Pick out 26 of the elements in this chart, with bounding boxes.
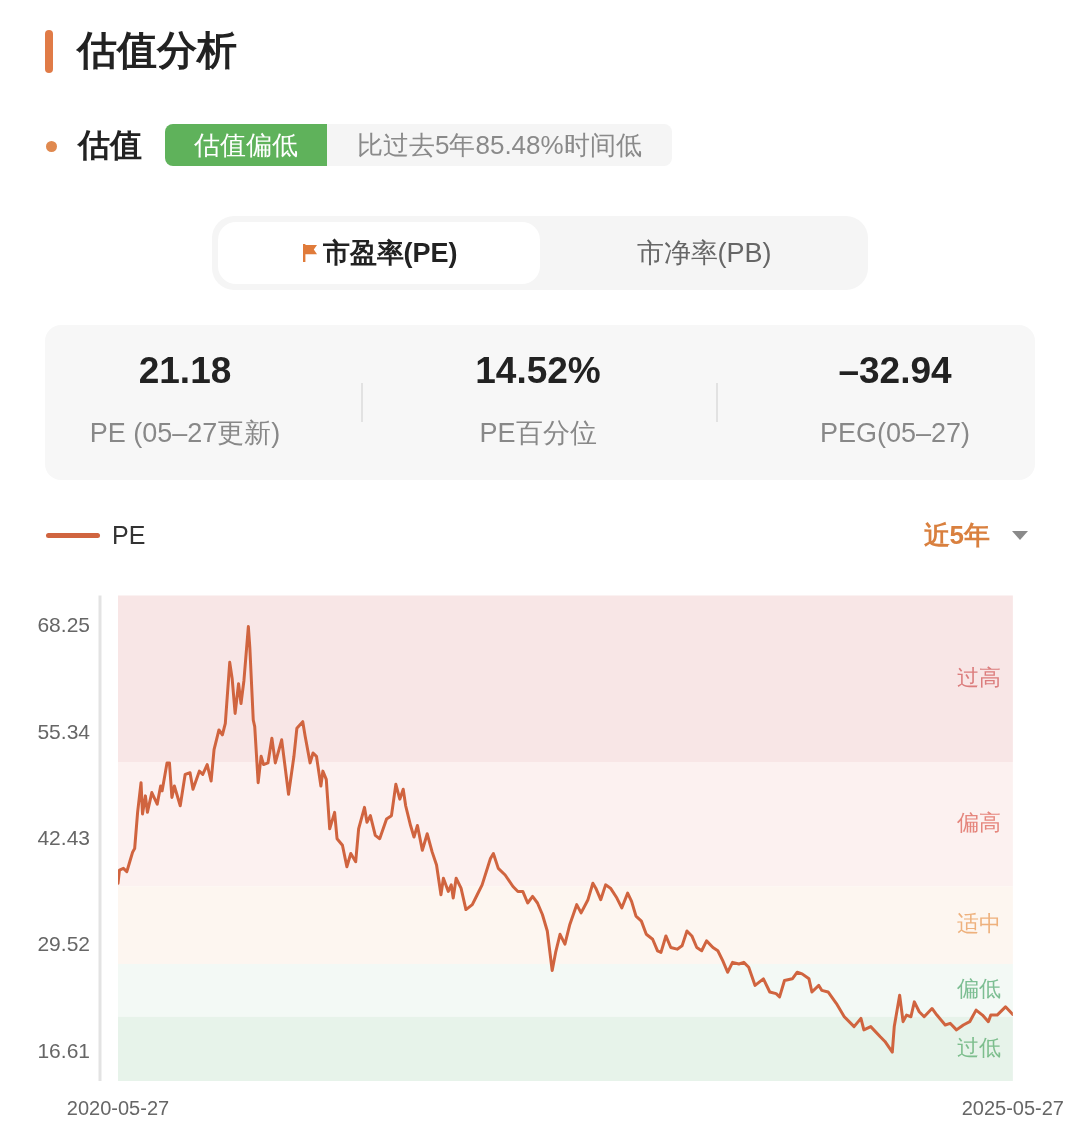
y-tick-label: 68.25 xyxy=(37,613,90,637)
tab[interactable]: 市盈率(PE) xyxy=(218,222,540,284)
y-tick-label: 29.52 xyxy=(37,932,90,956)
status-badge: 估值偏低 xyxy=(165,124,327,166)
dropdown[interactable]: 近5年 xyxy=(923,520,1028,550)
tab[interactable]: 市净率(PB) xyxy=(546,222,862,284)
band-label: 偏低 xyxy=(956,976,1001,1002)
y-tick-label: 42.43 xyxy=(37,826,90,850)
x-tick-label: 2020-05-27 xyxy=(66,1096,170,1119)
text: PE (05–27更新) xyxy=(89,417,281,450)
band-label: 过低 xyxy=(956,1034,1001,1060)
band-label: 偏高 xyxy=(956,810,1001,836)
text: PEG(05–27) xyxy=(819,417,971,450)
y-tick-label: 16.61 xyxy=(37,1038,90,1062)
text: –32.94 xyxy=(838,349,952,393)
comparison-tag: 比过去5年85.48%时间低 xyxy=(327,124,672,166)
y-tick-label: 55.34 xyxy=(37,719,91,743)
x-tick-label: 2025-05-27 xyxy=(961,1096,1064,1119)
band-label: 过高 xyxy=(956,664,1001,690)
legend-label: PE xyxy=(112,520,146,550)
text: 14.52% xyxy=(475,349,601,393)
text: PE百分位 xyxy=(479,417,597,450)
text: 估值分析 xyxy=(77,27,237,74)
text: 21.18 xyxy=(138,349,232,393)
text: 估值 xyxy=(78,126,142,165)
band-label: 适中 xyxy=(956,911,1001,937)
